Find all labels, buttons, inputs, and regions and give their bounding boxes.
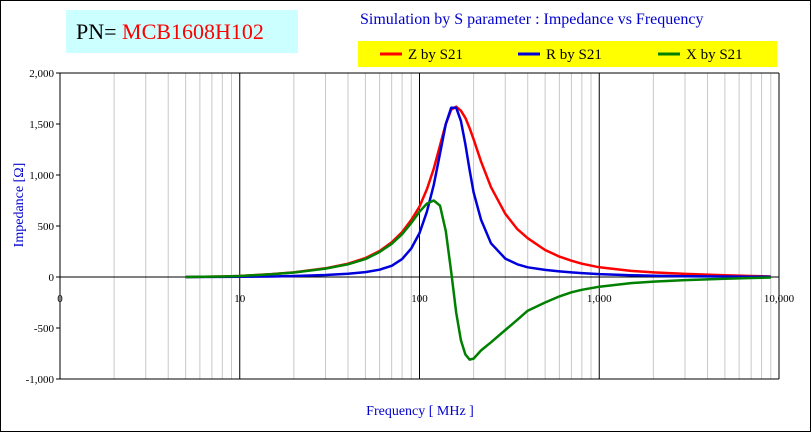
legend: Z by S21 R by S21 X by S21 [358,41,777,67]
part-number-label: PN= [76,19,123,44]
legend-svg: Z by S21 R by S21 X by S21 [380,47,743,63]
series-line-x [185,199,771,361]
series [185,105,771,361]
x-tick-label: 10,000 [764,293,795,305]
y-tick-label: 500 [38,221,55,233]
part-number-box: PN= MCB1608H102 [66,10,298,53]
y-tick-label: 1,000 [29,170,54,182]
y-tick-label: 0 [49,272,55,284]
legend-label-r: R by S21 [546,47,602,63]
axes [56,72,780,380]
chart-title: Simulation by S parameter : Impedance vs… [360,11,704,28]
x-axis-label: Frequency [ MHz ] [366,404,474,419]
tick-labels: 0 10 100 1,000 10,000 2,000 1,500 1,000 500 0 -500… [26,68,795,386]
grid [59,73,780,379]
legend-label-x: X by S21 [686,47,743,63]
x-tick-label: 10 [234,293,246,305]
x-tick-label: 100 [411,293,428,305]
y-tick-label: -1,000 [26,374,55,386]
y-axis-label: Impedance [Ω] [12,163,27,248]
y-tick-label: 1,500 [29,119,54,131]
y-tick-label: 2,000 [29,68,54,80]
series-line-z [185,105,771,279]
legend-label-z: Z by S21 [408,47,463,63]
y-tick-label: -500 [34,323,55,335]
series-line-r [185,106,771,279]
x-tick-label: 0 [57,293,63,305]
x-tick-label: 1,000 [587,293,612,305]
part-number-value: MCB1608H102 [122,19,264,44]
